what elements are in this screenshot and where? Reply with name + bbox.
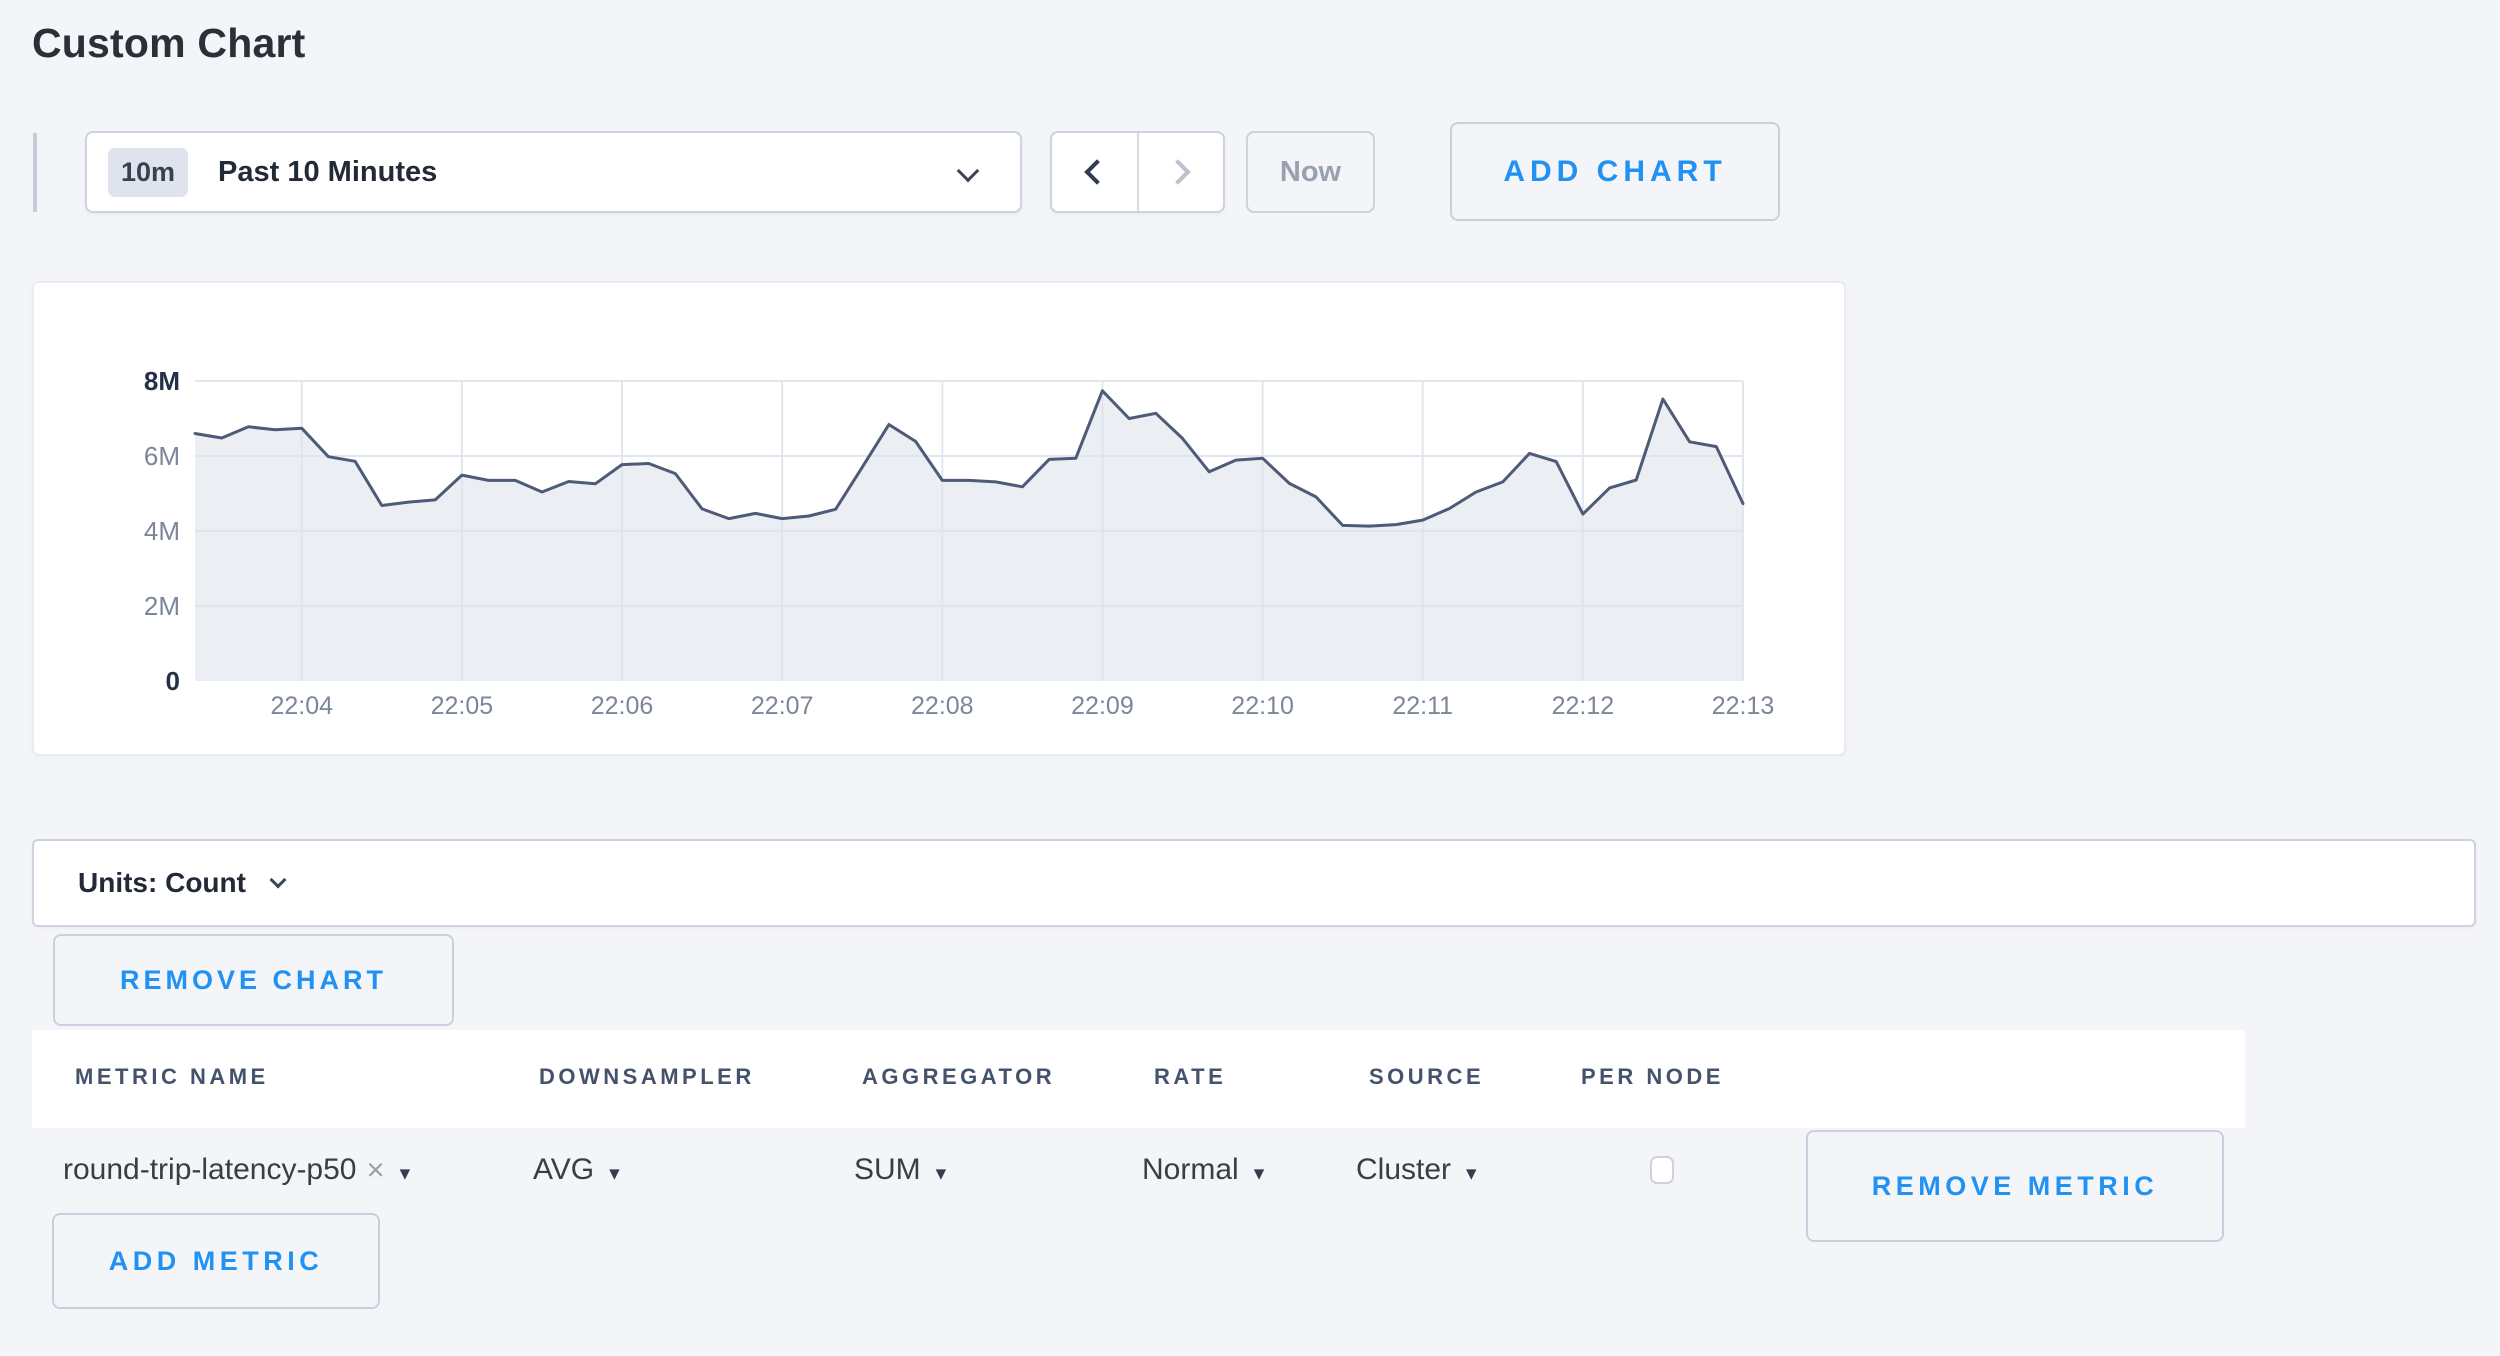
remove-chart-button[interactable]: REMOVE CHART [53,934,454,1026]
svg-text:0: 0 [166,666,180,696]
prev-time-button[interactable] [1052,133,1139,211]
column-header-per-node: PER NODE [1581,1064,1724,1089]
svg-text:8M: 8M [144,366,180,396]
svg-text:22:04: 22:04 [270,692,333,720]
column-header-downsampler: DOWNSAMPLER [539,1064,755,1089]
svg-text:6M: 6M [144,441,180,471]
chevron-down-icon [269,871,287,889]
svg-text:2M: 2M [144,591,180,621]
downsampler-dropdown[interactable]: AVG ▾ [533,1146,620,1194]
svg-text:22:06: 22:06 [591,692,654,720]
chart-area-fill [195,390,1743,681]
svg-text:22:08: 22:08 [911,692,974,720]
metric-name-value: round-trip-latency-p50 [63,1153,357,1186]
add-chart-button[interactable]: ADD CHART [1450,122,1780,221]
units-select[interactable]: Units: Count [32,839,2476,927]
caret-down-icon: ▾ [1466,1160,1477,1185]
column-header-metric-name: METRIC NAME [75,1064,269,1089]
rate-value: Normal [1142,1153,1239,1186]
remove-metric-button[interactable]: REMOVE METRIC [1806,1130,2224,1242]
chevron-left-icon [1084,159,1110,185]
caret-down-icon: ▾ [1253,1160,1265,1185]
svg-text:22:09: 22:09 [1071,692,1134,720]
units-label: Units: Count [78,867,246,898]
toolbar-accent-bar [33,133,37,212]
chevron-down-icon [956,159,980,183]
caret-down-icon: ▾ [935,1160,947,1185]
downsampler-value: AVG [533,1153,595,1186]
svg-text:22:13: 22:13 [1712,692,1775,720]
svg-text:22:05: 22:05 [431,692,494,720]
chart-x-labels: 22:04 22:05 22:06 22:07 22:08 22:09 22:10 22:11… [270,692,1774,720]
source-value: Cluster [1356,1153,1452,1186]
caret-down-icon: ▾ [609,1160,620,1185]
time-range-badge: 10m [108,147,189,197]
metrics-table-header [32,1030,2245,1128]
time-pager [1050,131,1225,213]
source-dropdown[interactable]: Cluster ▾ [1356,1146,1477,1194]
clear-metric-icon[interactable]: × [366,1152,385,1187]
column-header-rate: RATE [1154,1064,1227,1089]
page-title: Custom Chart [32,20,306,66]
rate-dropdown[interactable]: Normal ▾ [1142,1146,1264,1194]
aggregator-dropdown[interactable]: SUM ▾ [854,1146,946,1194]
caret-down-icon: ▾ [399,1160,411,1185]
column-header-source: SOURCE [1369,1064,1485,1089]
svg-text:22:07: 22:07 [751,692,814,720]
add-metric-button[interactable]: ADD METRIC [52,1213,380,1309]
column-header-aggregator: AGGREGATOR [862,1064,1056,1089]
svg-text:4M: 4M [144,516,180,546]
chevron-right-icon [1165,159,1191,185]
chart-y-labels: 0 2M 4M 6M 8M [144,366,180,696]
metric-name-dropdown[interactable]: round-trip-latency-p50 × ▾ [63,1146,410,1194]
aggregator-value: SUM [854,1153,921,1186]
now-button[interactable]: Now [1246,131,1375,213]
svg-text:22:11: 22:11 [1392,692,1453,720]
time-range-select[interactable]: 10m Past 10 Minutes [85,131,1022,213]
svg-text:22:12: 22:12 [1552,692,1615,720]
svg-text:22:10: 22:10 [1231,692,1294,720]
next-time-button[interactable] [1139,133,1224,211]
time-range-label: Past 10 Minutes [218,155,438,188]
chart-line [193,389,1745,528]
per-node-checkbox[interactable] [1650,1156,1674,1184]
chart-card: 0 2M 4M 6M 8M 22:04 22:05 22:06 22:07 22:08 22:09 2… [32,281,1846,756]
